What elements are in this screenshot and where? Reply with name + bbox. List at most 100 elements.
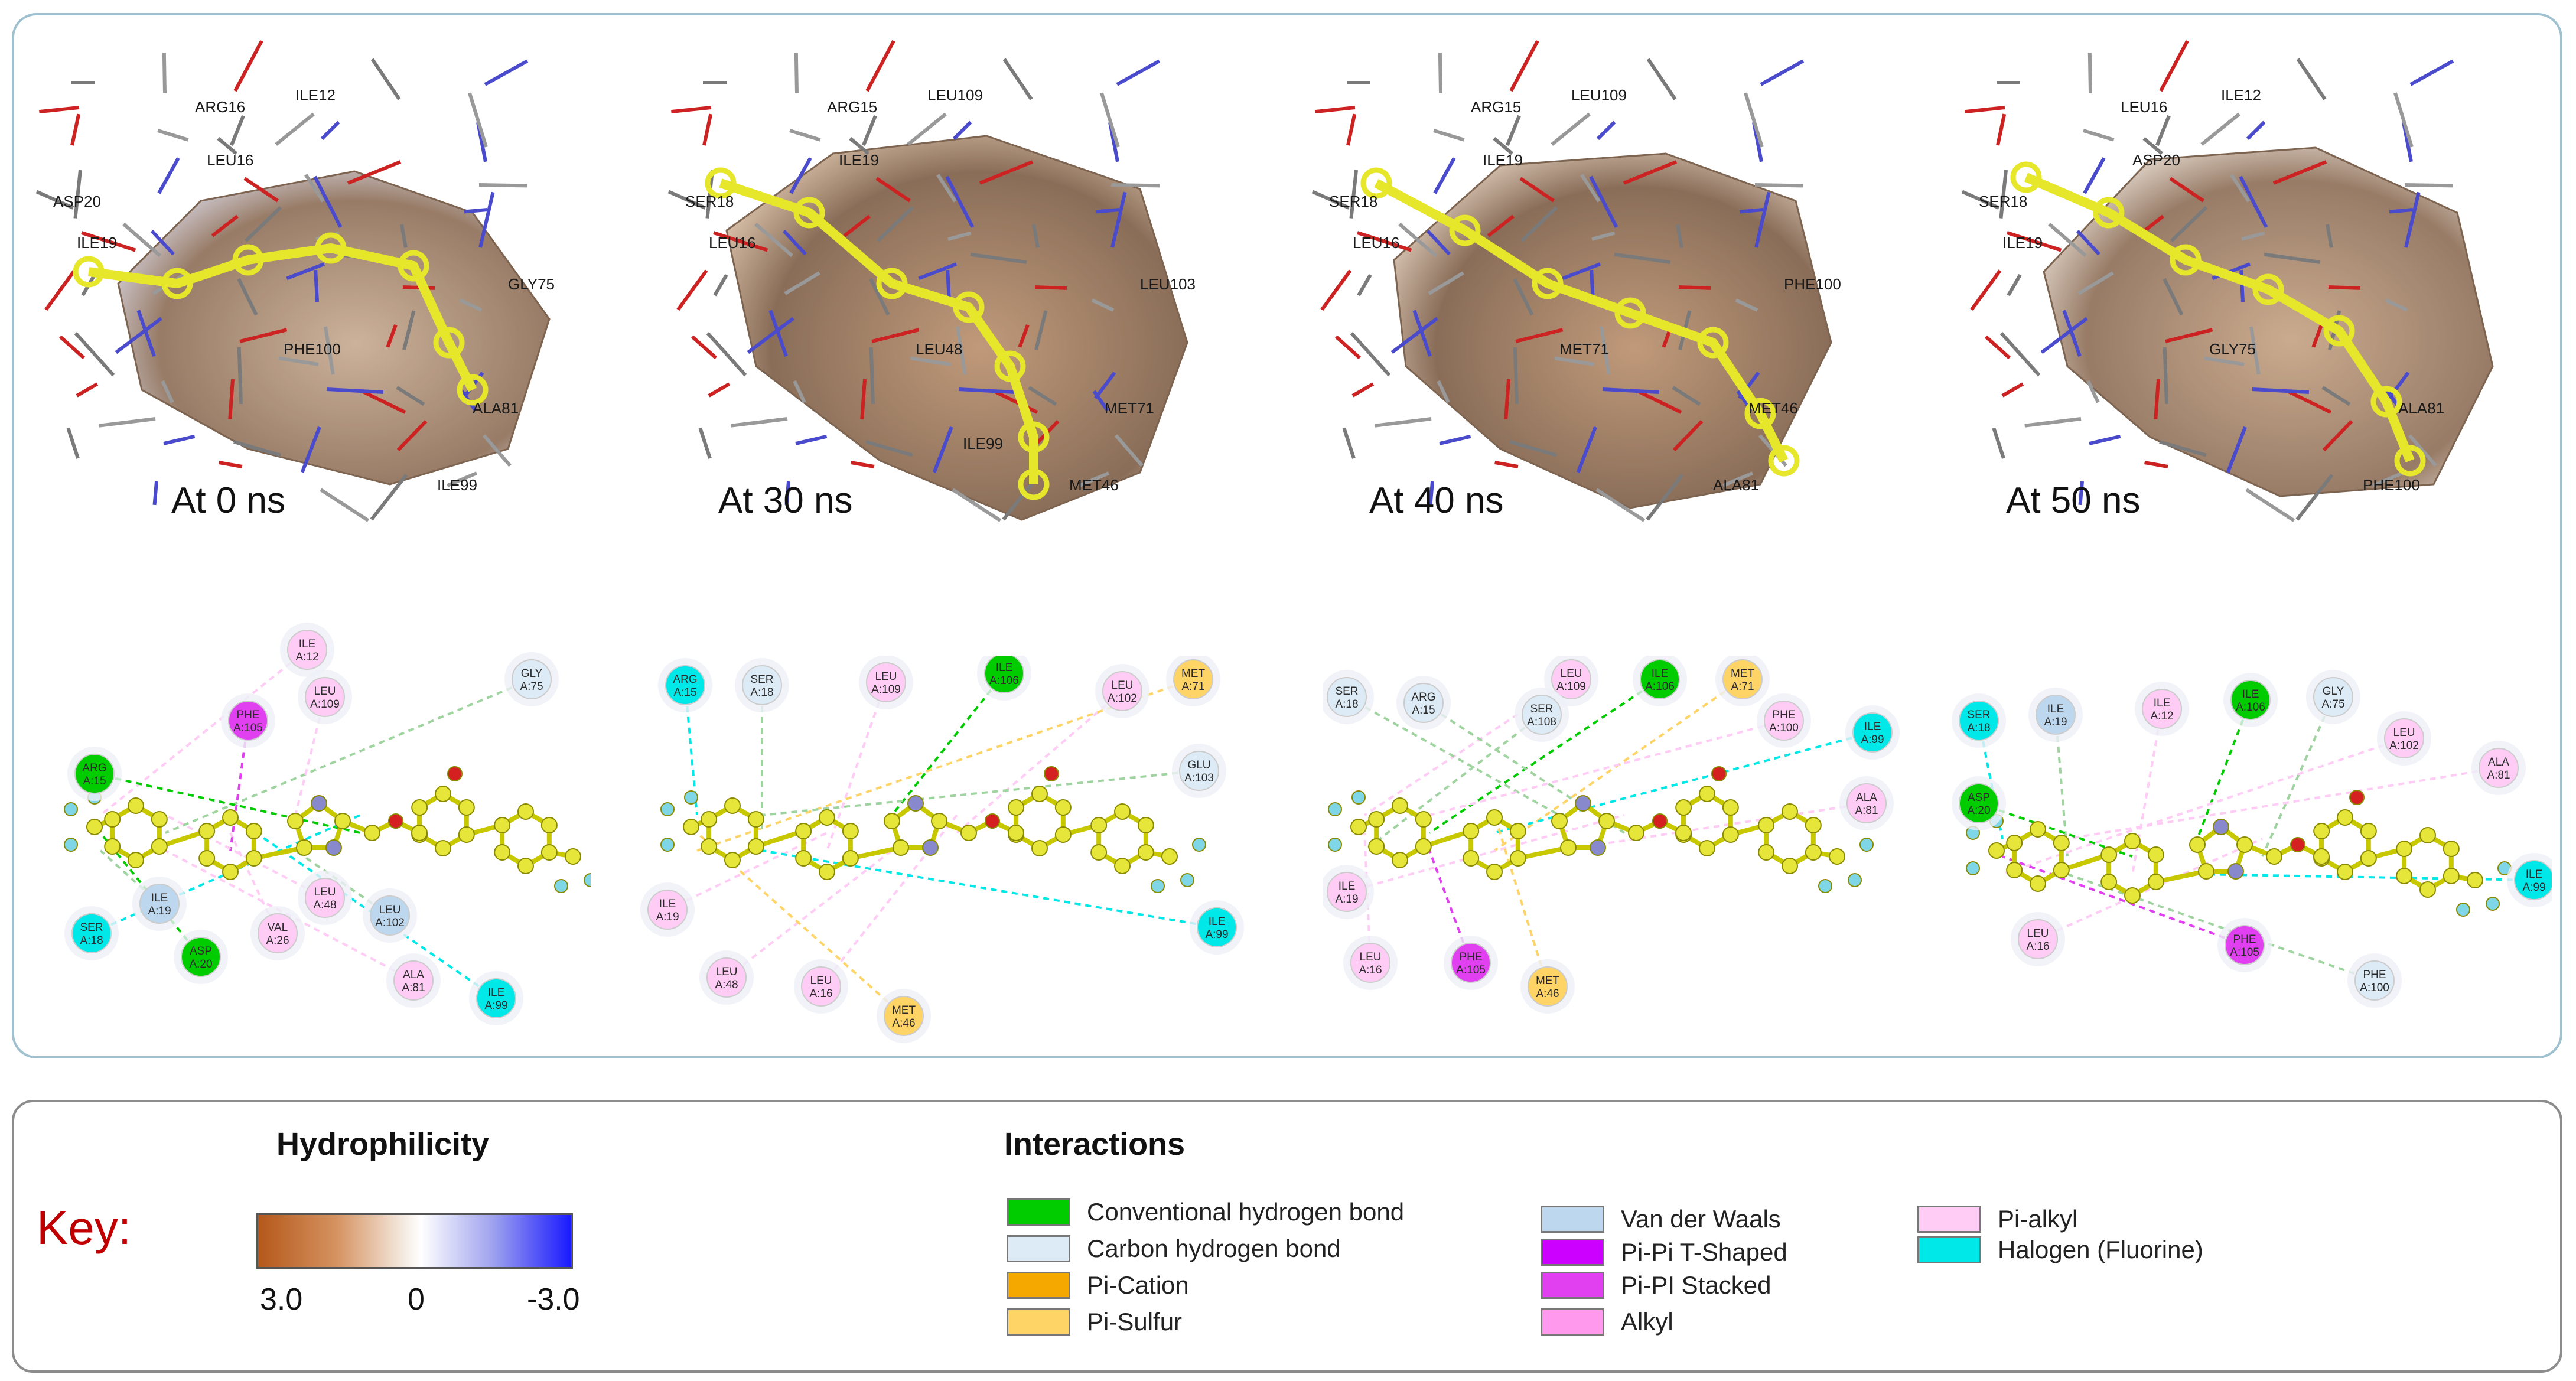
residue-stick — [2159, 440, 2207, 457]
residue-stick — [2252, 387, 2310, 395]
legend-swatch — [1917, 1236, 1981, 1263]
residue-stick — [396, 420, 428, 452]
residue-stick — [463, 208, 488, 214]
residue-stick — [979, 160, 1034, 185]
ligand-atom — [1675, 799, 1692, 816]
legend-swatch — [1007, 1272, 1070, 1299]
residue-stick — [478, 191, 495, 248]
residue-stick — [871, 328, 920, 343]
legend-item-halogen: Halogen (Fluorine) — [1917, 1236, 2203, 1264]
residue-stick — [671, 106, 712, 114]
residue-stick — [1428, 481, 1434, 506]
legend-item-carbon-hb: Carbon hydrogen bond — [1007, 1235, 1341, 1263]
structure-residue-label: ILE99 — [963, 435, 1003, 452]
residue-disc — [2142, 689, 2182, 729]
ligand-atom — [1509, 823, 1526, 839]
residue-stick — [784, 481, 790, 506]
residue-stick — [1320, 269, 1352, 311]
ligand-atom — [222, 864, 239, 880]
interaction-line — [826, 682, 887, 851]
residue-stick — [1346, 113, 1357, 146]
ligand-atom — [2030, 875, 2046, 892]
residue-stick — [1646, 474, 1684, 521]
residue-stick — [66, 427, 80, 459]
ligand-atom — [2337, 809, 2353, 826]
ligand-atom — [1328, 802, 1342, 816]
residue-stick — [396, 386, 425, 406]
structure-residue-label: ILE19 — [77, 234, 117, 252]
residue-stick — [2077, 271, 2114, 295]
residue-stick — [2001, 382, 2024, 398]
ligand-backbone — [1374, 178, 1789, 463]
residue-stick — [2372, 471, 2404, 487]
ligand-atom — [128, 797, 144, 814]
ligand-atom — [2006, 835, 2023, 851]
residue-stick — [2007, 273, 2022, 297]
ligand-2d — [1966, 790, 2512, 917]
structure-residue-label: ILE12 — [295, 86, 336, 104]
ligand-atom — [1368, 838, 1385, 855]
residue-stick — [713, 273, 728, 297]
residue-name: LEU — [1561, 667, 1582, 680]
ligand-atom — [842, 850, 859, 867]
residue-stick — [869, 347, 875, 405]
residue-stick — [1034, 285, 1067, 290]
residue-id: A:102 — [1108, 692, 1137, 705]
residue-stick — [1760, 59, 1805, 86]
residue-stick — [482, 434, 512, 467]
residue-disc — [2225, 925, 2265, 965]
residue-stick — [1412, 310, 1432, 357]
residue-stick — [754, 222, 793, 258]
interaction-line — [165, 814, 325, 899]
snapshot-label-40ns: At 40 ns — [1369, 480, 1504, 521]
ligand-atom — [435, 786, 451, 802]
interaction-line — [229, 832, 279, 934]
residue-disc — [287, 630, 327, 670]
ligand-atom — [584, 873, 591, 887]
residue-disc — [1522, 695, 1562, 735]
structure-residue-label: ALA81 — [2398, 399, 2444, 417]
structure-residue-label: LEU16 — [2121, 98, 2168, 116]
residue-disc — [1197, 907, 1237, 947]
ligand-atom — [2147, 874, 2164, 890]
interaction-line — [2197, 873, 2535, 881]
residue-disc — [1528, 966, 1568, 1007]
legend-label: Pi-Cation — [1087, 1271, 1189, 1299]
interaction-line — [165, 678, 532, 834]
residue-stick — [161, 380, 174, 403]
ligand-atom — [701, 838, 718, 855]
residue-disc — [1327, 677, 1367, 717]
residue-stick — [152, 481, 158, 506]
ligand-atom — [724, 852, 741, 868]
residue-stick — [1999, 331, 2041, 377]
residue-name: ILE — [2526, 868, 2543, 881]
ligand-ring — [953, 291, 985, 323]
legend-label: Van der Waals — [1621, 1205, 1781, 1233]
residue-stick — [2078, 481, 2084, 506]
residue-stick — [229, 115, 245, 146]
residue-name: ALA — [403, 969, 424, 981]
residue-stick — [314, 269, 319, 302]
residue-stick — [326, 387, 384, 395]
structure-residue-label: LEU103 — [1140, 275, 1196, 293]
residue-stick — [2239, 269, 2245, 302]
ligand-atom — [1782, 803, 1798, 820]
residue-id: A:105 — [1456, 964, 1486, 976]
residue-stick — [2408, 434, 2437, 467]
ligand-atom — [1031, 840, 1048, 856]
residue-stick — [1580, 174, 1601, 203]
residue-stick — [768, 310, 788, 357]
residue-name: LEU — [1360, 951, 1382, 963]
residue-stick — [1437, 380, 1450, 403]
residue-id: A:106 — [2236, 701, 2265, 714]
residue-stick — [731, 417, 788, 428]
residue-disc — [1350, 943, 1390, 983]
interaction-line — [2067, 873, 2375, 982]
residue-name: MET — [1536, 975, 1560, 987]
